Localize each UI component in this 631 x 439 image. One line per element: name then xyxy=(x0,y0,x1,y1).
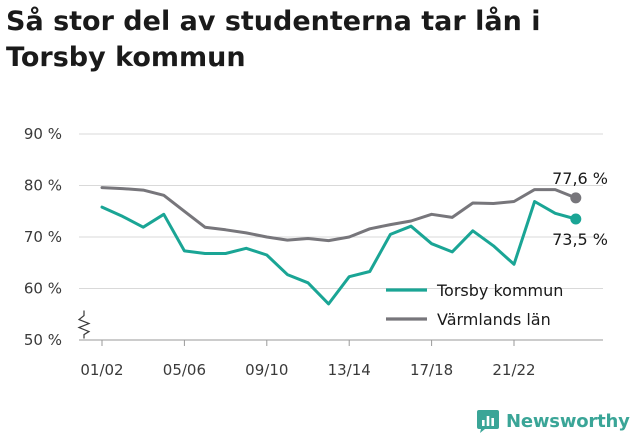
legend-label: Torsby kommun xyxy=(436,281,563,300)
y-tick-label: 70 % xyxy=(24,228,62,246)
y-tick-label: 60 % xyxy=(24,280,62,298)
x-tick-label: 05/06 xyxy=(163,361,206,379)
series-line-torsby xyxy=(100,200,578,306)
x-tick-label: 17/18 xyxy=(410,361,453,379)
y-tick-label: 90 % xyxy=(24,125,62,143)
x-tick-label: 01/02 xyxy=(80,361,123,379)
axis-break-icon xyxy=(77,310,91,339)
brand-logo[interactable]: Newsworthy xyxy=(476,406,630,436)
x-tick-label: 21/22 xyxy=(492,361,535,379)
legend-label: Värmlands län xyxy=(437,310,551,329)
newsworthy-logo-icon xyxy=(477,410,499,433)
brand-name: Newsworthy xyxy=(506,410,630,432)
chart-title: Så stor del av studenterna tar lån i Tor… xyxy=(6,6,541,73)
end-label-torsby: 73,5 % xyxy=(552,230,608,249)
end-marker-torsby xyxy=(570,213,582,225)
x-tick-label: 13/14 xyxy=(328,361,371,379)
y-tick-label: 50 % xyxy=(24,331,62,349)
series-line-varmland xyxy=(100,186,578,243)
y-tick-label: 80 % xyxy=(24,177,62,195)
end-marker-varmland xyxy=(570,192,582,204)
x-tick-label: 09/10 xyxy=(245,361,288,379)
end-label-varmland: 77,6 % xyxy=(552,169,608,188)
